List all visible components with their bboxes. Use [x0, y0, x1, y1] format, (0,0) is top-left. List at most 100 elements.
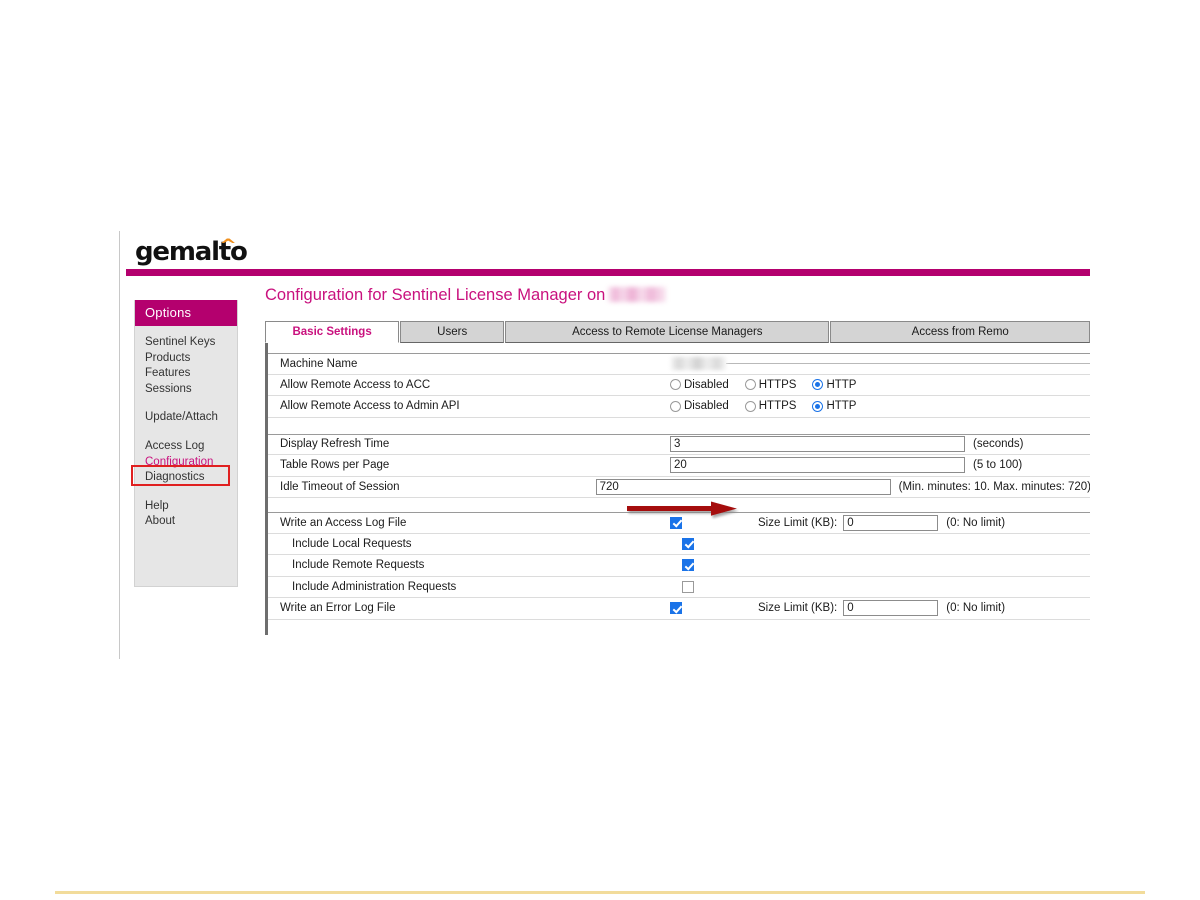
row-table-rows-per-page: Table Rows per Page (5 to 100) [268, 455, 1090, 477]
radio-acc-https-label: HTTPS [758, 378, 797, 391]
settings-group-spacer-1 [268, 418, 1090, 434]
include-remote-requests-cell [682, 559, 1090, 572]
checkbox-include-local-requests[interactable] [682, 537, 694, 550]
radio-acc-disabled-label: Disabled [684, 378, 729, 391]
sidebar-divider-3 [145, 486, 237, 499]
display-refresh-time-input[interactable] [670, 436, 965, 453]
gemalto-logo-caret-icon: ^ [219, 236, 238, 256]
access-log-checkbox-cell [670, 516, 758, 529]
brand-accent-bar [126, 269, 1090, 276]
configuration-tabs: Basic Settings Users Access to Remote Li… [265, 321, 1090, 343]
admin-api-radio-cell: Disabled HTTPS HTTP [670, 400, 1090, 412]
row-display-refresh-time: Display Refresh Time (seconds) [268, 433, 1090, 455]
tab-access-to-remote-license-managers[interactable]: Access to Remote License Managers [505, 321, 830, 343]
sidebar-item-update-attach[interactable]: Update/Attach [145, 411, 218, 424]
label-error-log-size-limit: Size Limit (KB): [758, 602, 838, 615]
row-idle-timeout-of-session: Idle Timeout of Session (Min. minutes: 1… [268, 477, 1090, 498]
label-display-refresh-time: Display Refresh Time [280, 438, 390, 451]
sidebar-item-products[interactable]: Products [145, 351, 191, 364]
row-include-administration-requests: Include Administration Requests [268, 577, 1090, 598]
error-log-checkbox-cell [670, 602, 758, 615]
display-refresh-time-cell: (seconds) [670, 436, 1090, 453]
page-title-redacted-hostname [608, 287, 667, 302]
label-machine-name: Machine Name [280, 357, 358, 370]
radio-acc-https-dot-icon[interactable] [744, 379, 756, 391]
radio-admin-api-disabled-dot-icon[interactable] [670, 400, 681, 412]
main-content: Configuration for Sentinel License Manag… [265, 286, 1090, 635]
sidebar-item-sessions[interactable]: Sessions [145, 382, 192, 395]
sidebar-header: Options [135, 300, 237, 326]
checkbox-write-access-log-file[interactable] [670, 516, 682, 529]
radio-admin-api-disabled[interactable]: Disabled [670, 400, 729, 412]
acc-radio-group: Disabled HTTPS HTTP [670, 379, 872, 391]
error-log-size-hint: (0: No limit) [946, 602, 1006, 615]
table-rows-per-page-hint: (5 to 100) [973, 459, 1023, 472]
label-access-log-size-limit: Size Limit (KB): [758, 516, 838, 529]
radio-admin-api-http[interactable]: HTTP [812, 400, 856, 412]
radio-admin-api-https[interactable]: HTTPS [744, 400, 797, 413]
checkbox-write-error-log-file[interactable] [670, 602, 682, 615]
sidebar-item-diagnostics[interactable]: Diagnostics [145, 471, 205, 484]
machine-name-redacted-value [671, 357, 726, 371]
radio-admin-api-http-dot-icon[interactable] [812, 400, 824, 412]
include-admin-checkbox-cell [682, 580, 770, 593]
checkbox-include-remote-requests[interactable] [682, 559, 694, 572]
include-local-checkbox-cell [682, 537, 770, 550]
sidebar-item-access-log[interactable]: Access Log [145, 439, 205, 452]
options-sidebar: Options Sentinel Keys Products Features … [134, 300, 238, 587]
radio-acc-disabled-dot-icon[interactable] [670, 379, 681, 391]
include-remote-checkbox-cell [682, 559, 770, 572]
label-include-remote-requests: Include Remote Requests [292, 559, 425, 572]
radio-acc-http-dot-icon[interactable] [812, 379, 824, 391]
sidebar-divider-1 [145, 397, 237, 410]
sidebar-item-configuration[interactable]: Configuration [145, 455, 214, 468]
include-admin-requests-cell [682, 580, 1090, 593]
machine-name-underline [726, 363, 1090, 365]
radio-acc-disabled[interactable]: Disabled [670, 379, 729, 391]
acc-radio-cell: Disabled HTTPS HTTP [670, 379, 1090, 391]
sidebar-item-sentinel-keys[interactable]: Sentinel Keys [145, 336, 216, 348]
radio-acc-http-label: HTTP [826, 378, 857, 391]
admin-api-radio-group: Disabled HTTPS HTTP [670, 400, 872, 412]
radio-acc-https[interactable]: HTTPS [744, 378, 797, 391]
label-table-rows-per-page: Table Rows per Page [280, 459, 390, 472]
label-allow-remote-access-acc: Allow Remote Access to ACC [280, 378, 431, 391]
row-allow-remote-access-admin-api: Allow Remote Access to Admin API Disable… [268, 396, 1090, 418]
label-include-local-requests: Include Local Requests [292, 537, 412, 550]
access-log-size-limit-input[interactable] [843, 514, 939, 531]
label-write-access-log-file: Write an Access Log File [280, 516, 407, 529]
page-bottom-rule [55, 891, 1145, 894]
radio-acc-http[interactable]: HTTP [812, 379, 856, 391]
row-write-access-log-file: Write an Access Log File Size Limit (KB)… [268, 512, 1090, 534]
brand-header: gemalto ^ [120, 231, 1090, 278]
access-log-file-cell: Size Limit (KB): (0: No limit) [670, 514, 1090, 531]
label-idle-timeout-of-session: Idle Timeout of Session [280, 480, 400, 493]
sidebar-bottom-space [145, 530, 237, 576]
radio-admin-api-disabled-label: Disabled [684, 400, 729, 413]
sidebar-item-about[interactable]: About [145, 515, 176, 528]
sidebar-item-features[interactable]: Features [145, 367, 191, 380]
access-log-size-hint: (0: No limit) [946, 516, 1006, 529]
radio-admin-api-https-label: HTTPS [758, 400, 797, 413]
display-refresh-time-hint: (seconds) [973, 438, 1024, 451]
row-write-error-log-file: Write an Error Log File Size Limit (KB):… [268, 598, 1090, 620]
idle-timeout-input[interactable] [595, 478, 891, 495]
row-include-remote-requests: Include Remote Requests [268, 555, 1090, 577]
tab-users[interactable]: Users [400, 321, 505, 343]
error-log-file-cell: Size Limit (KB): (0: No limit) [670, 600, 1090, 617]
table-rows-per-page-input[interactable] [670, 457, 965, 474]
radio-admin-api-https-dot-icon[interactable] [744, 400, 756, 412]
tab-access-from-remote-clients[interactable]: Access from Remo [830, 321, 1090, 343]
row-allow-remote-access-acc: Allow Remote Access to ACC Disabled HTTP… [268, 375, 1090, 396]
page-title: Configuration for Sentinel License Manag… [265, 286, 1090, 305]
sidebar-item-help[interactable]: Help [145, 499, 169, 512]
row-include-local-requests: Include Local Requests [268, 534, 1090, 555]
gemalto-logo: gemalto [135, 237, 248, 267]
tab-basic-settings[interactable]: Basic Settings [265, 321, 400, 343]
error-log-size-limit-input[interactable] [843, 600, 939, 617]
label-write-error-log-file: Write an Error Log File [280, 602, 396, 615]
checkbox-include-administration-requests[interactable] [682, 580, 694, 593]
machine-name-value-cell [670, 357, 1090, 371]
idle-timeout-cell: (Min. minutes: 10. Max. minutes: 720) [595, 478, 1090, 495]
